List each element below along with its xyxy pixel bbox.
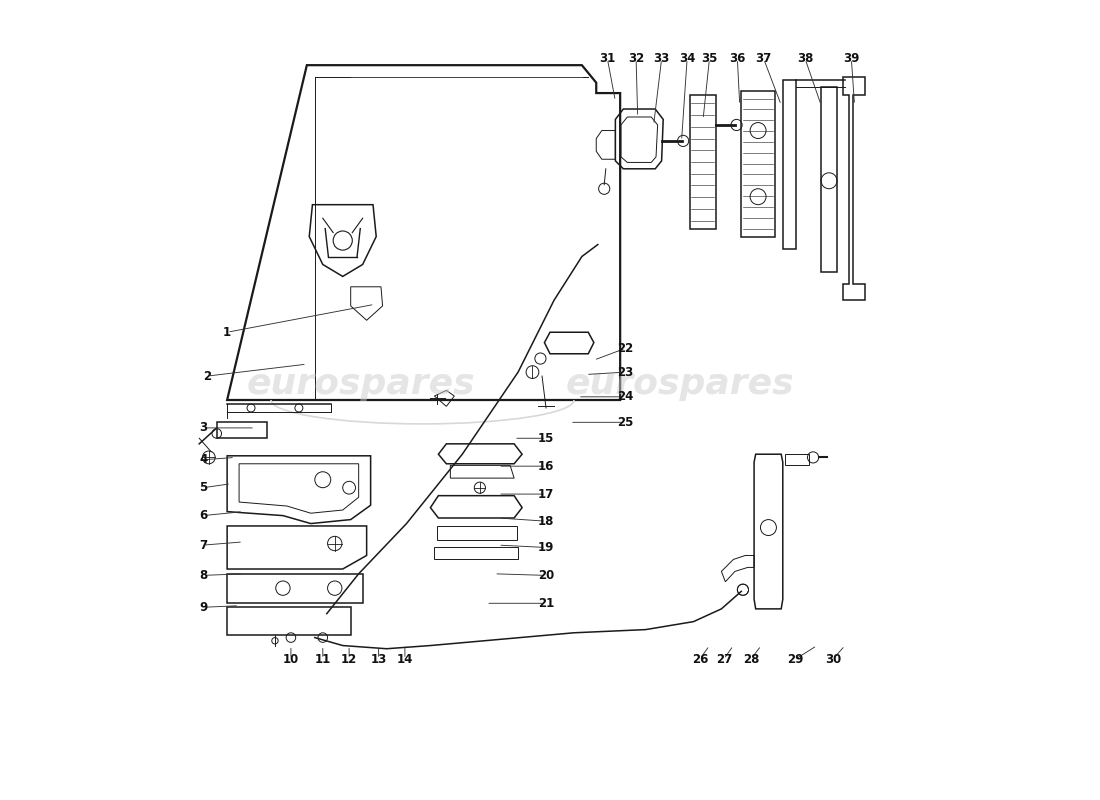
Text: eurospares: eurospares <box>565 367 794 401</box>
Text: 9: 9 <box>199 601 207 614</box>
Text: 17: 17 <box>538 487 554 501</box>
Text: 32: 32 <box>628 52 645 66</box>
Text: 33: 33 <box>653 52 670 66</box>
Text: 27: 27 <box>716 653 732 666</box>
Text: 4: 4 <box>199 454 207 466</box>
Text: 36: 36 <box>729 52 746 66</box>
Text: 15: 15 <box>538 432 554 445</box>
Text: 25: 25 <box>617 416 634 429</box>
Text: 10: 10 <box>283 653 299 666</box>
Text: eurospares: eurospares <box>248 367 475 401</box>
Text: 38: 38 <box>796 52 813 66</box>
Text: 29: 29 <box>788 653 804 666</box>
Text: 6: 6 <box>199 509 207 522</box>
Text: 30: 30 <box>825 653 842 666</box>
Text: 12: 12 <box>341 653 358 666</box>
Text: 31: 31 <box>600 52 616 66</box>
Text: 24: 24 <box>617 390 634 403</box>
Text: 20: 20 <box>538 569 554 582</box>
Text: 7: 7 <box>199 538 207 551</box>
Text: 18: 18 <box>538 514 554 528</box>
Text: 1: 1 <box>223 326 231 338</box>
Text: 11: 11 <box>315 653 331 666</box>
Text: 2: 2 <box>204 370 211 382</box>
Text: 16: 16 <box>538 460 554 473</box>
Text: 8: 8 <box>199 569 207 582</box>
Text: 37: 37 <box>756 52 772 66</box>
Text: 35: 35 <box>702 52 717 66</box>
Text: 5: 5 <box>199 481 207 494</box>
Text: 3: 3 <box>199 422 207 434</box>
Text: 21: 21 <box>538 597 554 610</box>
Text: 13: 13 <box>371 653 387 666</box>
Text: 19: 19 <box>538 541 554 554</box>
Text: 22: 22 <box>617 342 634 354</box>
Text: 14: 14 <box>397 653 414 666</box>
Text: 26: 26 <box>692 653 708 666</box>
Text: 34: 34 <box>679 52 695 66</box>
Text: 23: 23 <box>617 366 634 378</box>
Text: 39: 39 <box>844 52 859 66</box>
Text: 28: 28 <box>742 653 759 666</box>
